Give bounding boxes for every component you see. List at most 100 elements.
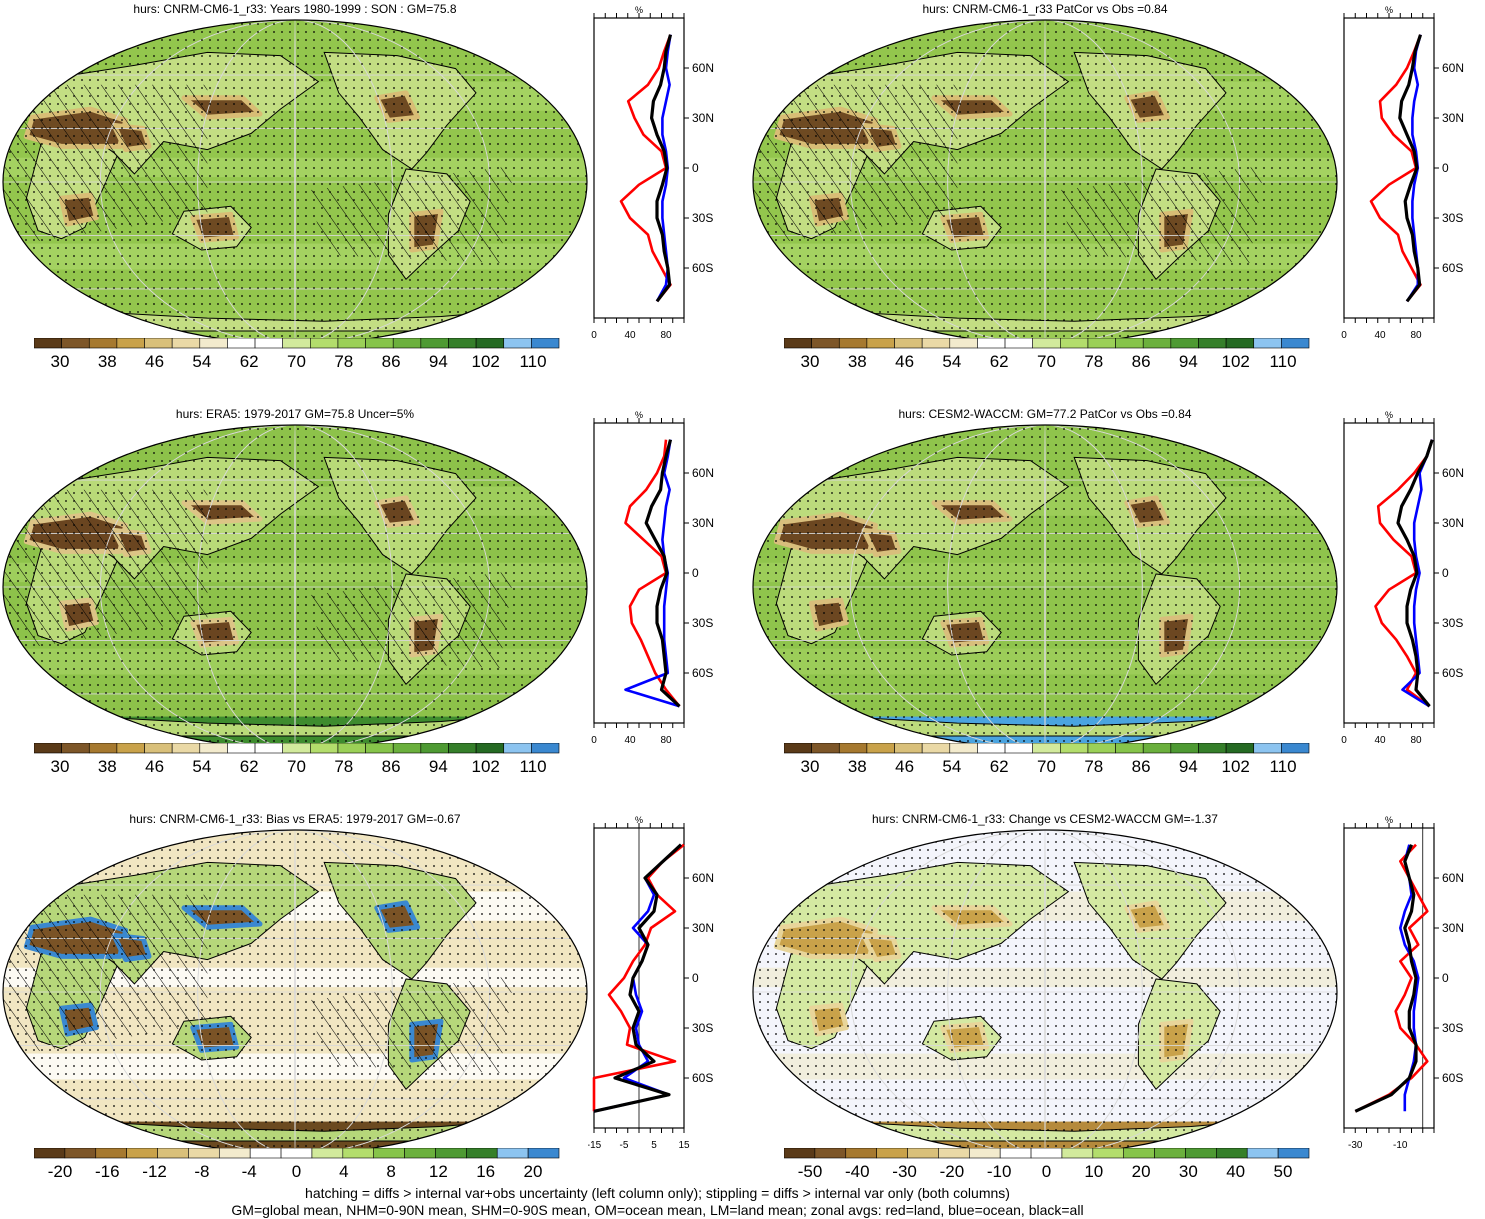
zonal-unit: %: [1385, 816, 1393, 825]
zonal-lat-label: 0: [1442, 971, 1449, 985]
zonal-lat-label: 60S: [1442, 1071, 1463, 1085]
colorbar-swatch: [61, 743, 90, 754]
colorbar-swatch: [531, 743, 560, 754]
colorbar-swatch: [1281, 338, 1310, 349]
colorbar-label: -30: [892, 1162, 917, 1181]
colorbar-swatch: [475, 338, 505, 349]
colorbar-label: 50: [1273, 1162, 1293, 1181]
colorbar-label: 86: [1131, 757, 1151, 776]
zonal-lat-label: 60S: [1442, 261, 1463, 275]
colorbar-swatch: [310, 338, 339, 349]
colorbar-swatch: [1253, 743, 1282, 754]
colorbar-swatch: [218, 1148, 251, 1159]
colorbar-swatch: [866, 338, 895, 349]
zonal-x-label: -30: [1348, 1140, 1363, 1151]
colorbar-swatch: [61, 338, 90, 349]
zonal-lat-label: 0: [692, 971, 699, 985]
colorbar-swatch: [95, 1148, 127, 1159]
zonal-x-label: 80: [660, 735, 672, 746]
zonal-x-label: 40: [624, 735, 636, 746]
colorbar-swatch: [1004, 338, 1033, 349]
colorbar-label: 102: [1221, 757, 1250, 776]
colorbar-label: 78: [334, 352, 354, 371]
zonal-lat-label: 30N: [1442, 921, 1464, 935]
colorbar: [784, 1148, 1310, 1159]
map-field: [753, 830, 1337, 1154]
colorbar-label: 38: [97, 352, 117, 371]
hatching-east: [309, 975, 514, 1073]
colorbar-labels: 30 38 46 54 62 70 78 86 94 102 110: [784, 352, 1309, 374]
colorbar-label: 30: [800, 757, 820, 776]
colorbar-label: 62: [989, 352, 1009, 371]
colorbar-label: 46: [145, 352, 165, 371]
colorbar-label: 78: [334, 757, 354, 776]
colorbar-label: 30: [800, 352, 820, 371]
zonal-unit: %: [635, 411, 643, 420]
colorbar-label: -16: [95, 1162, 120, 1181]
colorbar-swatch: [1185, 1148, 1217, 1159]
colorbar-swatch: [1170, 743, 1199, 754]
map-panel: [752, 424, 1338, 750]
colorbar-swatch: [1060, 743, 1089, 754]
colorbar-swatch: [337, 743, 366, 754]
map-field: [753, 425, 1337, 749]
colorbar-swatch: [784, 338, 812, 349]
zonal-x-label: 5: [651, 1140, 657, 1151]
colorbar-swatch: [64, 1148, 97, 1159]
colorbar-label: 102: [471, 757, 500, 776]
colorbar-swatch: [144, 743, 173, 754]
colorbar-swatch: [1154, 1148, 1186, 1159]
colorbar-swatch: [496, 1148, 529, 1159]
colorbar-swatch: [1246, 1148, 1279, 1159]
colorbar-label: 4: [339, 1162, 349, 1181]
zonal-frame: [1343, 17, 1435, 319]
colorbar-label: 86: [381, 352, 401, 371]
colorbar-swatch: [199, 338, 228, 349]
zonal-unit: %: [635, 816, 643, 825]
colorbar-label: -10: [986, 1162, 1012, 1181]
map-field: [3, 425, 587, 749]
zonal-lat-label: 60N: [1442, 871, 1464, 885]
colorbar: [34, 1148, 560, 1159]
colorbar-label: -40: [845, 1162, 870, 1181]
zonal-lat-label: 0: [1442, 566, 1449, 580]
colorbar-swatch: [1092, 1148, 1125, 1159]
colorbar-swatch: [814, 1148, 847, 1159]
zonal-lat-label: 60N: [1442, 61, 1464, 75]
zonal-lat-label: 30S: [1442, 616, 1463, 630]
zonal-x-label: 0: [591, 330, 597, 341]
colorbar-labels: 30 38 46 54 62 70 78 86 94 102 110: [34, 352, 559, 374]
zonal-line-all: [1354, 844, 1418, 1113]
colorbar-label: 62: [239, 352, 259, 371]
colorbar-label: -8: [194, 1162, 210, 1181]
panel-title: hurs: ERA5: 1979-2017 GM=75.8 Uncer=5%: [175, 407, 415, 421]
colorbar-label: 30: [50, 352, 70, 371]
zonal-x-label: -10: [1393, 1140, 1408, 1151]
colorbar-swatch: [527, 1148, 560, 1159]
colorbar-label: 94: [1178, 757, 1198, 776]
colorbar-swatch: [1216, 1148, 1248, 1159]
zonal-x-label: -5: [620, 1140, 629, 1151]
colorbar-label: 110: [519, 757, 547, 776]
zonal-x-label: 80: [1410, 330, 1422, 341]
hatching-west: [3, 84, 208, 247]
colorbar-label: 40: [1226, 1162, 1246, 1181]
map-panel: [752, 19, 1338, 345]
stippling: [753, 830, 1337, 1154]
colorbar-label: -20: [47, 1162, 73, 1181]
zonal-lat-label: 60N: [692, 466, 714, 480]
zonal-lat-label: 30S: [1442, 1021, 1463, 1035]
colorbar-swatch: [784, 743, 812, 754]
colorbar-swatch: [227, 338, 256, 349]
colorbar-label: 70: [1037, 352, 1056, 371]
colorbar-swatch: [1004, 743, 1033, 754]
zonal-line-all: [644, 439, 681, 708]
colorbar-swatch: [88, 338, 118, 349]
colorbar-label: 38: [847, 352, 867, 371]
colorbar: [34, 338, 560, 349]
zonal-line-land: [1354, 843, 1429, 1113]
colorbar-swatch: [282, 338, 311, 349]
colorbar-swatch: [420, 743, 449, 754]
colorbar-swatch: [1115, 743, 1144, 754]
zonal-lat-label: 0: [1442, 161, 1449, 175]
